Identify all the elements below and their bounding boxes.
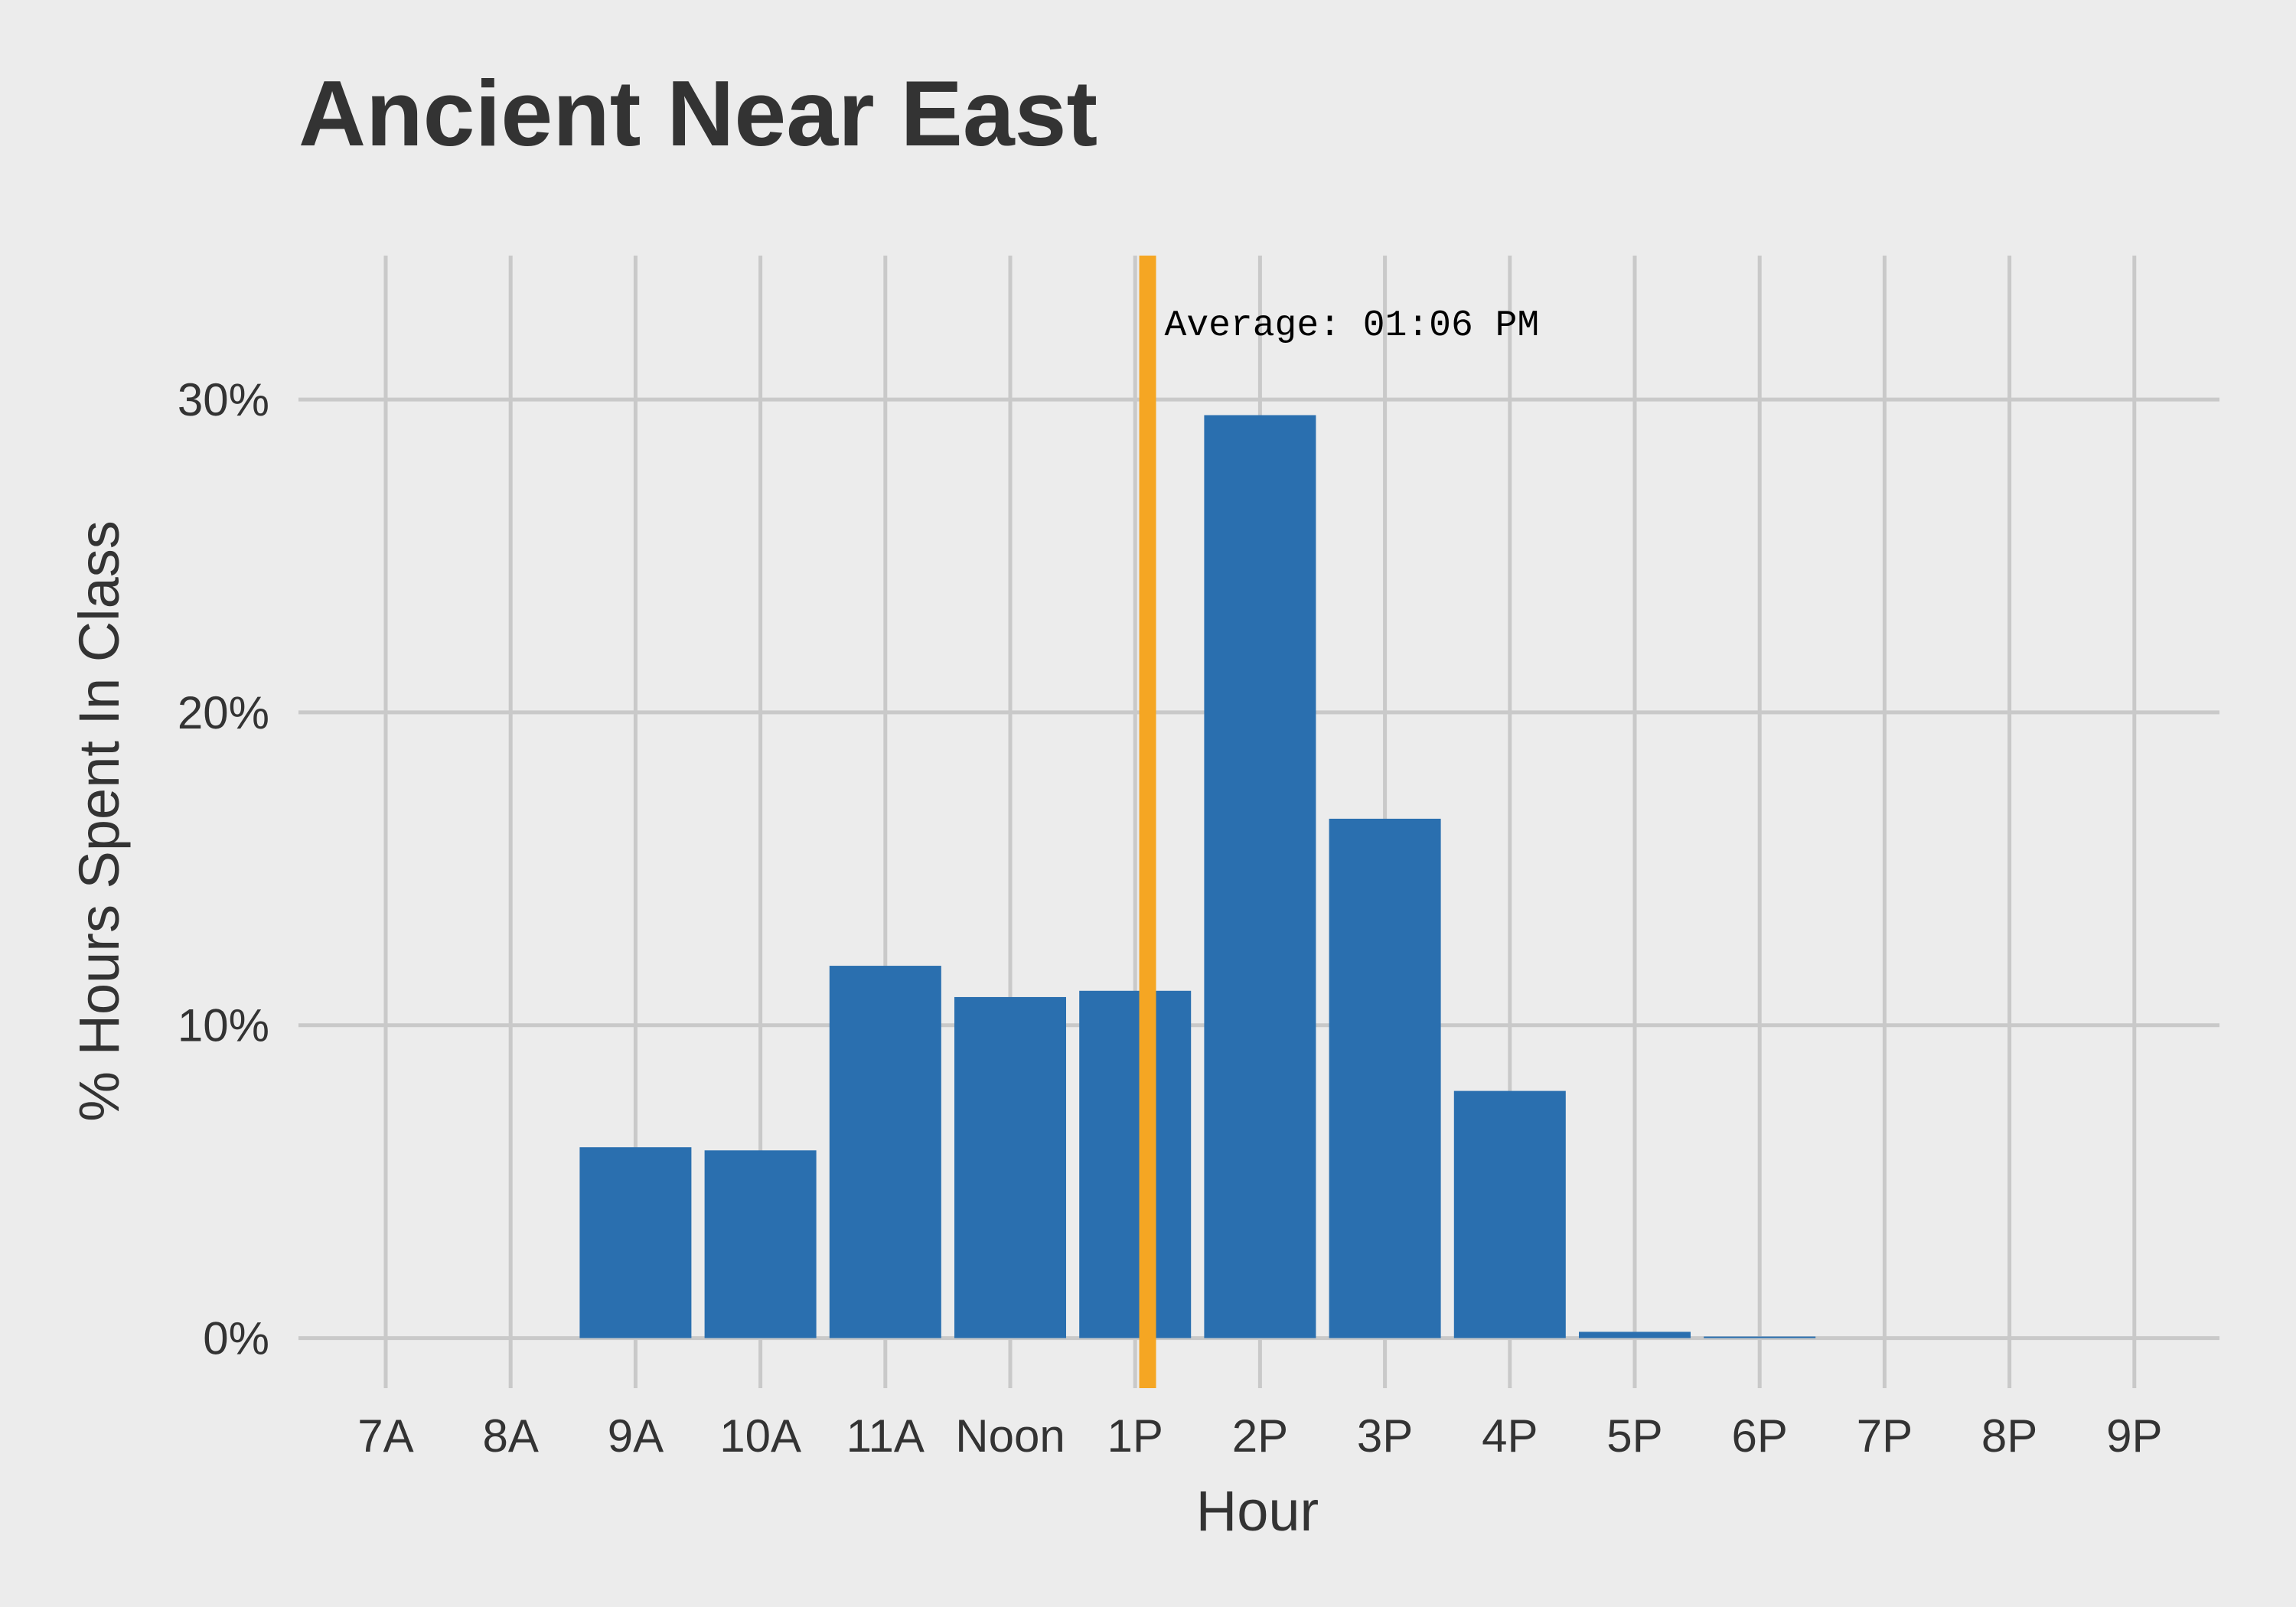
y-axis-tick-labels: 0% 10% 20% 30%	[178, 374, 269, 1364]
y-axis-title: % Hours Spent In Class	[67, 520, 131, 1122]
x-axis-title: Hour	[1196, 1479, 1319, 1543]
y-tick-label: 10%	[178, 1000, 269, 1051]
average-annotation: Average: 01:06 PM	[1139, 256, 1540, 1388]
bar-9A	[579, 1147, 692, 1338]
x-tick-label: Noon	[955, 1410, 1065, 1462]
x-tick-label: 8P	[1981, 1410, 2037, 1462]
bar-Noon	[954, 996, 1066, 1338]
x-tick-label: 11A	[846, 1410, 925, 1462]
bar-4P	[1453, 1090, 1566, 1338]
y-tick-label: 30%	[178, 374, 269, 425]
y-tick-label: 0%	[203, 1313, 269, 1364]
x-tick-label: 10A	[719, 1410, 801, 1462]
average-label: Average: 01:06 PM	[1165, 305, 1540, 347]
x-axis-tick-labels: 7A 8A 9A 10A 11A Noon 1P 2P 3P 4P 5P 6P 7P 8P 9P	[357, 1410, 2162, 1462]
bar-5P	[1579, 1332, 1691, 1338]
y-tick-label: 20%	[178, 687, 269, 738]
x-tick-label: 6P	[1732, 1410, 1788, 1462]
x-tick-label: 2P	[1232, 1410, 1288, 1462]
bar-series	[579, 415, 1816, 1338]
x-tick-label: 4P	[1482, 1410, 1538, 1462]
x-tick-label: 9P	[2106, 1410, 2162, 1462]
x-tick-label: 5P	[1606, 1410, 1662, 1462]
bar-10A	[704, 1150, 817, 1338]
chart-title: Ancient Near East	[298, 61, 1097, 165]
bar-1P	[1079, 990, 1192, 1338]
x-tick-label: 3P	[1357, 1410, 1413, 1462]
bar-2P	[1204, 415, 1316, 1338]
x-tick-label: 9A	[608, 1410, 664, 1462]
x-tick-label: 1P	[1107, 1410, 1163, 1462]
x-tick-label: 7A	[357, 1410, 413, 1462]
average-line	[1139, 256, 1156, 1388]
x-tick-label: 8A	[483, 1410, 539, 1462]
bar-3P	[1329, 818, 1441, 1338]
x-tick-label: 7P	[1857, 1410, 1913, 1462]
bar-11A	[829, 966, 941, 1338]
bar-6P	[1704, 1336, 1816, 1338]
